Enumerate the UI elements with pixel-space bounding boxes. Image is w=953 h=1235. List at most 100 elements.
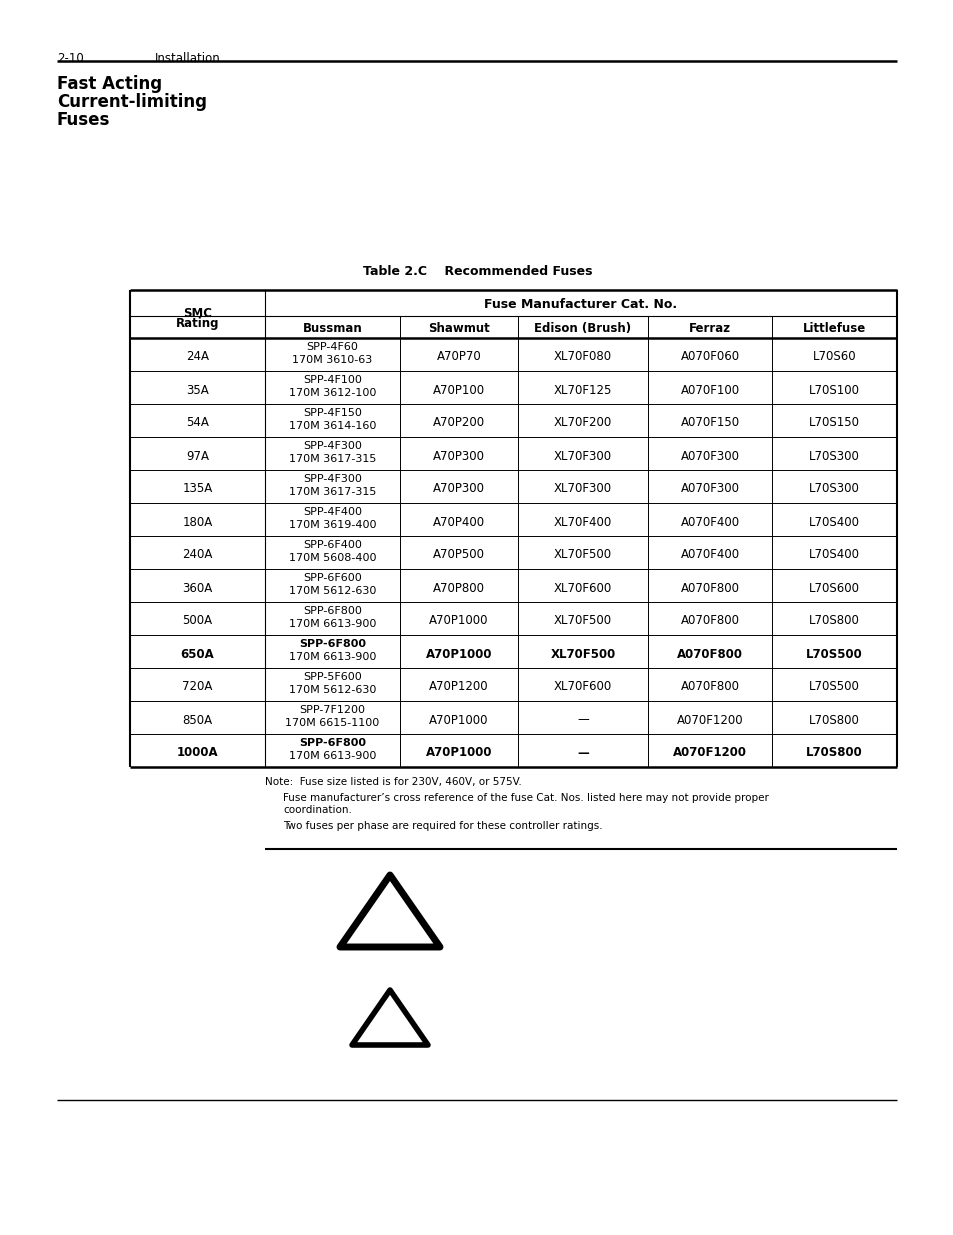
Text: A70P1000: A70P1000 xyxy=(429,615,488,627)
Text: A070F1200: A070F1200 xyxy=(672,746,746,760)
Text: 24A: 24A xyxy=(186,351,209,363)
Text: L70S300: L70S300 xyxy=(808,450,859,462)
Text: 170M 5612-630: 170M 5612-630 xyxy=(289,585,375,597)
Text: A70P1000: A70P1000 xyxy=(429,714,488,726)
Text: 500A: 500A xyxy=(182,615,213,627)
Text: Fuse manufacturer’s cross reference of the fuse Cat. Nos. listed here may not pr: Fuse manufacturer’s cross reference of t… xyxy=(283,793,768,815)
Text: 170M 3617-315: 170M 3617-315 xyxy=(289,487,375,496)
Text: A070F100: A070F100 xyxy=(679,384,739,396)
Text: 170M 3617-315: 170M 3617-315 xyxy=(289,454,375,464)
Text: A70P300: A70P300 xyxy=(433,450,484,462)
Text: L70S100: L70S100 xyxy=(808,384,859,396)
Text: 170M 3612-100: 170M 3612-100 xyxy=(289,388,375,398)
Text: Installation: Installation xyxy=(154,52,220,65)
Text: XL70F300: XL70F300 xyxy=(554,483,612,495)
Text: Note:  Fuse size listed is for 230V, 460V, or 575V.: Note: Fuse size listed is for 230V, 460V… xyxy=(265,777,521,787)
Text: A070F1200: A070F1200 xyxy=(676,714,742,726)
Text: 54A: 54A xyxy=(186,416,209,430)
Text: 170M 3619-400: 170M 3619-400 xyxy=(289,520,375,530)
Text: 240A: 240A xyxy=(182,548,213,562)
Text: —: — xyxy=(577,746,588,760)
Text: A70P100: A70P100 xyxy=(433,384,484,396)
Text: SPP-7F1200: SPP-7F1200 xyxy=(299,705,365,715)
Text: SPP-4F300: SPP-4F300 xyxy=(303,441,361,451)
Text: L70S400: L70S400 xyxy=(808,548,859,562)
Text: 180A: 180A xyxy=(182,515,213,529)
Text: XL70F600: XL70F600 xyxy=(554,680,612,694)
Text: XL70F500: XL70F500 xyxy=(550,647,615,661)
Text: A70P800: A70P800 xyxy=(433,582,484,594)
Text: Two fuses per phase are required for these controller ratings.: Two fuses per phase are required for the… xyxy=(283,821,602,831)
Text: Fuses: Fuses xyxy=(57,111,111,128)
Text: A070F060: A070F060 xyxy=(679,351,739,363)
Text: Table 2.C    Recommended Fuses: Table 2.C Recommended Fuses xyxy=(363,266,592,278)
Text: SPP-6F800: SPP-6F800 xyxy=(303,606,361,616)
Text: 170M 6613-900: 170M 6613-900 xyxy=(289,751,375,761)
Text: 850A: 850A xyxy=(182,714,213,726)
Text: 35A: 35A xyxy=(186,384,209,396)
Text: 720A: 720A xyxy=(182,680,213,694)
Text: L70S800: L70S800 xyxy=(808,714,859,726)
Text: SPP-4F400: SPP-4F400 xyxy=(303,508,361,517)
Text: SPP-6F600: SPP-6F600 xyxy=(303,573,361,583)
Text: 170M 3610-63: 170M 3610-63 xyxy=(292,354,373,366)
Text: XL70F500: XL70F500 xyxy=(554,548,612,562)
Text: L70S800: L70S800 xyxy=(805,746,862,760)
Text: L70S600: L70S600 xyxy=(808,582,859,594)
Text: 97A: 97A xyxy=(186,450,209,462)
Text: XL70F125: XL70F125 xyxy=(554,384,612,396)
Text: XL70F200: XL70F200 xyxy=(554,416,612,430)
Text: 2-10: 2-10 xyxy=(57,52,84,65)
Text: 170M 5612-630: 170M 5612-630 xyxy=(289,685,375,695)
Text: A070F800: A070F800 xyxy=(677,647,742,661)
Text: A70P1000: A70P1000 xyxy=(425,746,492,760)
Text: 170M 6613-900: 170M 6613-900 xyxy=(289,652,375,662)
Text: SPP-5F600: SPP-5F600 xyxy=(303,672,361,682)
Text: SMC: SMC xyxy=(183,308,212,320)
Text: Fast Acting: Fast Acting xyxy=(57,75,162,93)
Text: XL70F080: XL70F080 xyxy=(554,351,612,363)
Text: 360A: 360A xyxy=(182,582,213,594)
Text: SPP-4F300: SPP-4F300 xyxy=(303,474,361,484)
Text: A70P300: A70P300 xyxy=(433,483,484,495)
Text: 170M 3614-160: 170M 3614-160 xyxy=(289,421,375,431)
Text: A70P500: A70P500 xyxy=(433,548,484,562)
Text: Current-limiting: Current-limiting xyxy=(57,93,207,111)
Text: L70S60: L70S60 xyxy=(812,351,856,363)
Text: XL70F300: XL70F300 xyxy=(554,450,612,462)
Text: Edison (Brush): Edison (Brush) xyxy=(534,322,631,335)
Text: Littlefuse: Littlefuse xyxy=(802,322,865,335)
Text: XL70F400: XL70F400 xyxy=(554,515,612,529)
Text: A70P70: A70P70 xyxy=(436,351,481,363)
Text: 170M 6615-1100: 170M 6615-1100 xyxy=(285,718,379,727)
Text: Fuse Manufacturer Cat. No.: Fuse Manufacturer Cat. No. xyxy=(484,298,677,311)
Text: A070F150: A070F150 xyxy=(679,416,739,430)
Text: 170M 6613-900: 170M 6613-900 xyxy=(289,619,375,629)
Text: SPP-6F800: SPP-6F800 xyxy=(298,638,366,650)
Text: A070F800: A070F800 xyxy=(679,680,739,694)
Text: A70P400: A70P400 xyxy=(433,515,484,529)
Text: SPP-4F100: SPP-4F100 xyxy=(303,375,361,385)
Text: L70S300: L70S300 xyxy=(808,483,859,495)
Text: A070F800: A070F800 xyxy=(679,615,739,627)
Text: L70S150: L70S150 xyxy=(808,416,859,430)
Text: A070F300: A070F300 xyxy=(679,450,739,462)
Text: L70S500: L70S500 xyxy=(808,680,859,694)
Text: A070F400: A070F400 xyxy=(679,548,739,562)
Text: 170M 5608-400: 170M 5608-400 xyxy=(289,553,375,563)
Text: Ferraz: Ferraz xyxy=(688,322,730,335)
Text: Bussman: Bussman xyxy=(302,322,362,335)
Text: A70P200: A70P200 xyxy=(433,416,484,430)
Text: A070F400: A070F400 xyxy=(679,515,739,529)
Text: Shawmut: Shawmut xyxy=(428,322,489,335)
Text: L70S500: L70S500 xyxy=(805,647,862,661)
Text: 135A: 135A xyxy=(182,483,213,495)
Text: 650A: 650A xyxy=(180,647,214,661)
Text: A70P1200: A70P1200 xyxy=(429,680,488,694)
Text: SPP-4F150: SPP-4F150 xyxy=(303,408,361,417)
Text: XL70F600: XL70F600 xyxy=(554,582,612,594)
Text: A070F800: A070F800 xyxy=(679,582,739,594)
Text: —: — xyxy=(577,714,588,726)
Text: Rating: Rating xyxy=(175,317,219,330)
Text: SPP-6F400: SPP-6F400 xyxy=(303,540,361,550)
